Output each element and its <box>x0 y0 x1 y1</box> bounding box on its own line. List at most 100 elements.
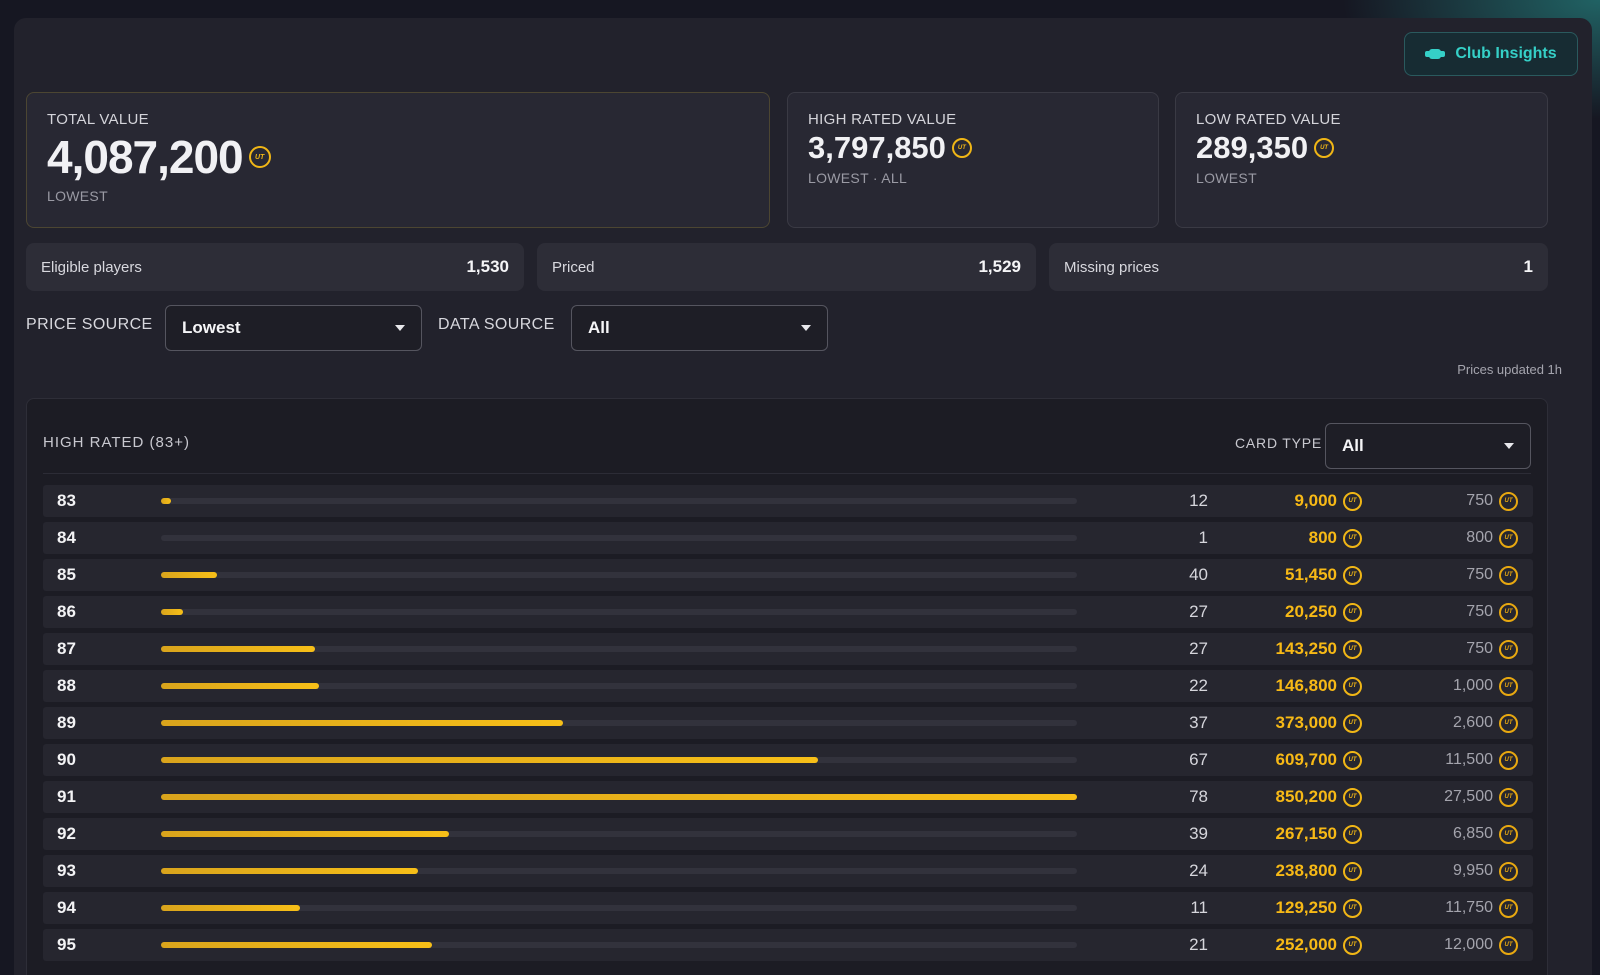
insights-icon <box>1425 48 1446 60</box>
coin-icon: UT <box>1499 528 1518 548</box>
card-type-select[interactable]: All <box>1325 423 1531 469</box>
rating-value: 83 <box>57 491 76 510</box>
total-value-text: 51,450 <box>1285 565 1337 584</box>
total-value-text: 609,700 <box>1275 750 1337 769</box>
total-value-text: 20,250 <box>1285 602 1337 621</box>
value-share-fill <box>161 683 319 689</box>
low-rated-value: 289,350 <box>1196 130 1309 165</box>
coin-icon: UT <box>1343 713 1362 733</box>
rating-total-value: 252,000 UT <box>1276 935 1362 955</box>
rating-row: 85 40 51,450 UT 750 UT <box>43 559 1533 591</box>
rating-row: 89 37 373,000 UT 2,600 UT <box>43 707 1533 739</box>
total-value-text: 373,000 <box>1275 713 1337 732</box>
missing-prices-label: Missing prices <box>1064 258 1160 276</box>
min-price-text: 27,500 <box>1444 788 1493 805</box>
player-count: 22 <box>1189 676 1208 695</box>
card-type-value: All <box>1342 436 1364 455</box>
value-share-fill <box>161 868 418 874</box>
rating-min-price: 11,750 UT <box>1445 898 1518 918</box>
missing-prices-box: Missing prices 1 <box>1049 243 1548 291</box>
priced-value: 1,529 <box>978 257 1021 276</box>
total-value-text: 146,800 <box>1275 676 1337 695</box>
player-count: 40 <box>1189 565 1208 584</box>
min-price-text: 6,850 <box>1452 825 1493 842</box>
coin-icon: UT <box>1499 602 1518 622</box>
rating-rows: 83 12 9,000 UT 750 UT 84 1 800 UT 800 UT 85 40 51,450 U… <box>43 485 1533 966</box>
coin-icon: UT <box>1499 750 1518 770</box>
total-value-source: LOWEST <box>47 188 108 204</box>
rating-min-price: 1,000 UT <box>1452 676 1518 696</box>
coin-icon: UT <box>1343 528 1362 548</box>
coin-icon: UT <box>1343 676 1362 696</box>
player-count: 78 <box>1189 787 1208 806</box>
priced-label: Priced <box>552 258 595 276</box>
missing-prices-value: 1 <box>1523 257 1533 276</box>
price-source-select[interactable]: Lowest <box>165 305 422 351</box>
rating-row: 94 11 129,250 UT 11,750 UT <box>43 892 1533 924</box>
player-count: 39 <box>1189 824 1208 843</box>
rating-min-price: 800 UT <box>1466 528 1518 548</box>
coin-icon: UT <box>1343 565 1362 585</box>
club-insights-button[interactable]: Club Insights <box>1404 32 1578 76</box>
coin-icon: UT <box>1499 713 1518 733</box>
rating-total-value: 146,800 UT <box>1276 676 1362 696</box>
rating-total-value: 238,800 UT <box>1276 861 1362 881</box>
coin-icon: UT <box>1499 676 1518 696</box>
value-share-bar <box>161 905 1077 911</box>
rating-value: 95 <box>57 935 76 954</box>
value-share-bar <box>161 794 1077 800</box>
low-rated-value-source: LOWEST <box>1196 170 1257 186</box>
total-value-text: 850,200 <box>1275 787 1337 806</box>
coin-icon: UT <box>1499 491 1518 511</box>
value-share-fill <box>161 609 183 615</box>
coin-icon: UT <box>1499 824 1518 844</box>
total-value-text: 129,250 <box>1275 898 1337 917</box>
min-price-text: 11,500 <box>1445 751 1493 768</box>
data-source-select[interactable]: All <box>571 305 828 351</box>
player-count: 27 <box>1189 639 1208 658</box>
rating-total-value: 9,000 UT <box>1294 491 1362 511</box>
player-count: 1 <box>1198 528 1208 547</box>
min-price-text: 800 <box>1466 529 1493 546</box>
rating-min-price: 12,000 UT <box>1444 935 1518 955</box>
eligible-players-value: 1,530 <box>466 257 509 276</box>
eligible-players-box: Eligible players 1,530 <box>26 243 524 291</box>
player-count: 27 <box>1189 602 1208 621</box>
value-share-fill <box>161 942 432 948</box>
divider <box>43 473 1531 474</box>
high-rated-section: HIGH RATED (83+) CARD TYPE All 83 12 9,000… <box>26 398 1548 975</box>
price-source-value: Lowest <box>182 318 241 337</box>
coin-icon: UT <box>1343 824 1362 844</box>
club-value-panel: Club Insights TOTAL VALUE 4,087,200 UT L… <box>14 18 1592 975</box>
value-share-bar <box>161 720 1077 726</box>
coin-icon: UT <box>248 146 271 168</box>
prices-updated-text: Prices updated 1h <box>1457 362 1562 377</box>
value-share-bar <box>161 572 1077 578</box>
value-share-fill <box>161 831 449 837</box>
coin-icon: UT <box>1499 861 1518 881</box>
price-source-label: PRICE SOURCE <box>26 316 153 333</box>
rating-total-value: 51,450 UT <box>1285 565 1362 585</box>
total-value-card: TOTAL VALUE 4,087,200 UT LOWEST <box>26 92 770 228</box>
rating-row: 92 39 267,150 UT 6,850 UT <box>43 818 1533 850</box>
value-share-fill <box>161 757 818 763</box>
min-price-text: 1,000 <box>1452 677 1493 694</box>
rating-row: 90 67 609,700 UT 11,500 UT <box>43 744 1533 776</box>
low-rated-value-label: LOW RATED VALUE <box>1196 111 1341 128</box>
rating-min-price: 2,600 UT <box>1453 713 1518 733</box>
value-share-bar <box>161 683 1077 689</box>
value-share-bar <box>161 868 1077 874</box>
min-price-text: 750 <box>1466 603 1493 620</box>
total-value: 4,087,200 <box>47 131 244 183</box>
player-count: 67 <box>1189 750 1208 769</box>
value-share-fill <box>161 794 1077 800</box>
rating-min-price: 27,500 UT <box>1444 787 1518 807</box>
value-share-bar <box>161 942 1077 948</box>
rating-min-price: 750 UT <box>1466 602 1518 622</box>
chevron-down-icon <box>395 325 405 331</box>
coin-icon: UT <box>1499 935 1518 955</box>
rating-min-price: 750 UT <box>1466 491 1518 511</box>
card-type-label: CARD TYPE <box>1235 435 1323 451</box>
rating-row: 88 22 146,800 UT 1,000 UT <box>43 670 1533 702</box>
high-rated-value: 3,797,850 <box>808 130 946 165</box>
